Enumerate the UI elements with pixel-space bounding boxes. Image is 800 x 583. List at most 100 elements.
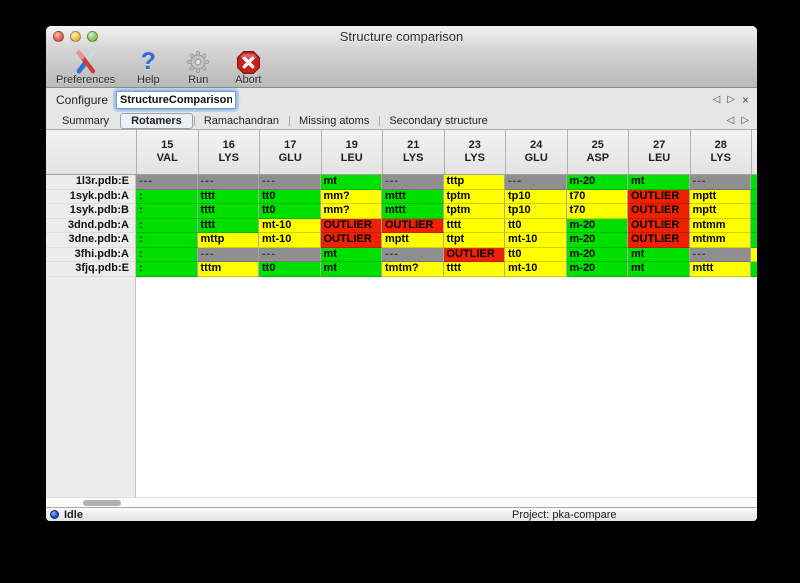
horizontal-scrollbar[interactable] xyxy=(46,497,757,507)
rotamer-cell[interactable]: ttpt xyxy=(443,233,505,248)
rotamer-cell[interactable]: mt xyxy=(628,175,690,190)
rotamer-cell[interactable]: m-20 xyxy=(566,262,628,277)
rotamer-cell[interactable]: mt xyxy=(320,175,382,190)
row-label[interactable]: 3dne.pdb:A xyxy=(46,233,136,248)
row-label[interactable]: 1l3r.pdb:E xyxy=(46,175,136,190)
rotamer-cell[interactable]: tp10 xyxy=(505,204,567,219)
close-window-button[interactable] xyxy=(53,31,64,42)
rotamer-cell[interactable]: OUTLIER xyxy=(628,233,690,248)
rotamer-cell[interactable]: OUTLIER xyxy=(320,233,382,248)
rotamer-cell[interactable]: OUTLIER xyxy=(382,218,444,233)
rotamer-cell[interactable]: tttt xyxy=(443,218,505,233)
rotamer-cell[interactable]: : xyxy=(136,204,198,219)
rotamer-cell[interactable]: t70 xyxy=(566,189,628,204)
tab-secondary-structure[interactable]: Secondary structure xyxy=(379,113,497,129)
row-label[interactable]: 3fhi.pdb:A xyxy=(46,247,136,262)
nav-forward-icon[interactable]: ▷ xyxy=(727,94,735,105)
row-label[interactable]: 3fjq.pdb:E xyxy=(46,262,136,277)
rotamer-cell[interactable]: m-20 xyxy=(566,175,628,190)
tab-summary[interactable]: Summary xyxy=(62,114,110,127)
close-configuration-icon[interactable]: × xyxy=(741,93,749,107)
title-bar[interactable]: Structure comparison xyxy=(46,26,757,49)
rotamer-cell[interactable]: tttt xyxy=(197,204,259,219)
rotamer-cell[interactable]: OUTLIER xyxy=(443,247,505,262)
rotamer-cell[interactable]: mt xyxy=(628,262,690,277)
rotamer-cell[interactable]: --- xyxy=(382,175,444,190)
column-header-25[interactable]: 25 ASP xyxy=(566,130,629,174)
column-header-24[interactable]: 24 GLU xyxy=(505,130,567,174)
tab-ramachandran[interactable]: Ramachandran xyxy=(193,113,289,129)
tab-missing-atoms[interactable]: Missing atoms xyxy=(289,113,379,129)
configuration-name-input[interactable] xyxy=(116,91,237,109)
rotamer-cell[interactable]: mt-10 xyxy=(505,262,567,277)
rotamer-cell[interactable]: mt xyxy=(320,262,382,277)
rotamer-cell[interactable]: tt0 xyxy=(505,247,567,262)
help-button[interactable]: ? Help xyxy=(131,48,165,86)
rotamer-cell[interactable]: OUTLIER xyxy=(628,189,690,204)
row-label[interactable]: 1syk.pdb:B xyxy=(46,204,136,219)
column-header-28[interactable]: 28 LYS xyxy=(689,130,752,174)
rotamer-cell[interactable]: tt0 xyxy=(259,189,321,204)
column-header-21[interactable]: 21 LYS xyxy=(382,130,444,174)
tabs-scroll-right-icon[interactable]: ▷ xyxy=(741,114,749,126)
rotamer-cell[interactable]: m-20 xyxy=(566,247,628,262)
rotamer-cell[interactable]: tttm xyxy=(197,262,259,277)
column-header-15[interactable]: 15 VAL xyxy=(136,130,198,174)
rotamer-cell[interactable]: mm? xyxy=(320,189,382,204)
row-label[interactable]: 3dnd.pdb:A xyxy=(46,218,136,233)
rotamer-cell[interactable]: --- xyxy=(197,175,259,190)
column-header-19[interactable]: 19 LEU xyxy=(320,130,383,174)
rotamer-cell[interactable]: tptm xyxy=(443,189,505,204)
rotamer-cell[interactable]: : xyxy=(136,233,198,248)
rotamer-cell[interactable]: mttt xyxy=(382,204,444,219)
rotamer-cell[interactable]: t70 xyxy=(566,204,628,219)
rotamer-cell[interactable]: OUTLIER xyxy=(320,218,382,233)
rotamer-cell[interactable]: : xyxy=(136,247,198,262)
rotamer-cell[interactable]: mptt xyxy=(689,189,751,204)
rotamer-cell[interactable]: tttt xyxy=(197,189,259,204)
scrollbar-thumb[interactable] xyxy=(83,500,121,506)
rotamer-cell[interactable]: --- xyxy=(197,247,259,262)
rotamer-cell[interactable]: --- xyxy=(689,247,751,262)
rotamer-cell[interactable]: --- xyxy=(689,175,751,190)
zoom-window-button[interactable] xyxy=(87,31,98,42)
rotamer-cell[interactable]: mttt xyxy=(689,262,751,277)
rotamer-cell[interactable]: tttp xyxy=(443,175,505,190)
rotamer-cell[interactable]: mtmm xyxy=(689,218,751,233)
column-header-23[interactable]: 23 LYS xyxy=(443,130,506,174)
rotamer-cell[interactable]: tp10 xyxy=(505,189,567,204)
rotamer-cell[interactable]: mptt xyxy=(689,204,751,219)
rotamer-cell[interactable]: : xyxy=(136,262,198,277)
rotamer-cell[interactable]: mt-10 xyxy=(259,218,321,233)
preferences-button[interactable]: Preferences xyxy=(56,48,115,86)
rotamer-cell[interactable]: mptt xyxy=(382,233,444,248)
rotamer-cell[interactable]: mm? xyxy=(320,204,382,219)
rotamer-cell[interactable]: mt xyxy=(320,247,382,262)
rotamer-cell[interactable]: tptm xyxy=(443,204,505,219)
rotamer-cell[interactable]: mt-10 xyxy=(259,233,321,248)
rotamer-cell[interactable]: m-20 xyxy=(566,233,628,248)
rotamer-cell[interactable]: tt0 xyxy=(259,262,321,277)
rotamer-cell[interactable]: tt0 xyxy=(505,218,567,233)
nav-back-icon[interactable]: ◁ xyxy=(712,94,721,105)
rotamer-cell[interactable]: --- xyxy=(505,175,567,190)
tab-rotamers[interactable]: Rotamers xyxy=(120,112,193,129)
rotamer-cell[interactable]: --- xyxy=(382,247,444,262)
row-label[interactable]: 1syk.pdb:A xyxy=(46,189,136,204)
minimize-window-button[interactable] xyxy=(70,31,81,42)
rotamer-cell[interactable]: tmtm? xyxy=(382,262,444,277)
rotamer-cell[interactable]: mtmm xyxy=(689,233,751,248)
tabs-scroll-left-icon[interactable]: ◁ xyxy=(726,114,735,126)
rotamer-cell[interactable]: tttt xyxy=(197,218,259,233)
rotamer-cell[interactable]: mttt xyxy=(382,189,444,204)
rotamer-cell[interactable]: --- xyxy=(259,247,321,262)
column-header-27[interactable]: 27 LEU xyxy=(628,130,690,174)
rotamer-cell[interactable]: OUTLIER xyxy=(628,218,690,233)
rotamer-cell[interactable]: mt-10 xyxy=(505,233,567,248)
column-header-16[interactable]: 16 LYS xyxy=(197,130,260,174)
rotamer-cell[interactable]: mt xyxy=(628,247,690,262)
rotamer-cell[interactable]: : xyxy=(136,218,198,233)
rotamer-cell[interactable]: : xyxy=(136,189,198,204)
run-button[interactable]: Run xyxy=(181,48,215,86)
rotamer-cell[interactable]: mttp xyxy=(197,233,259,248)
